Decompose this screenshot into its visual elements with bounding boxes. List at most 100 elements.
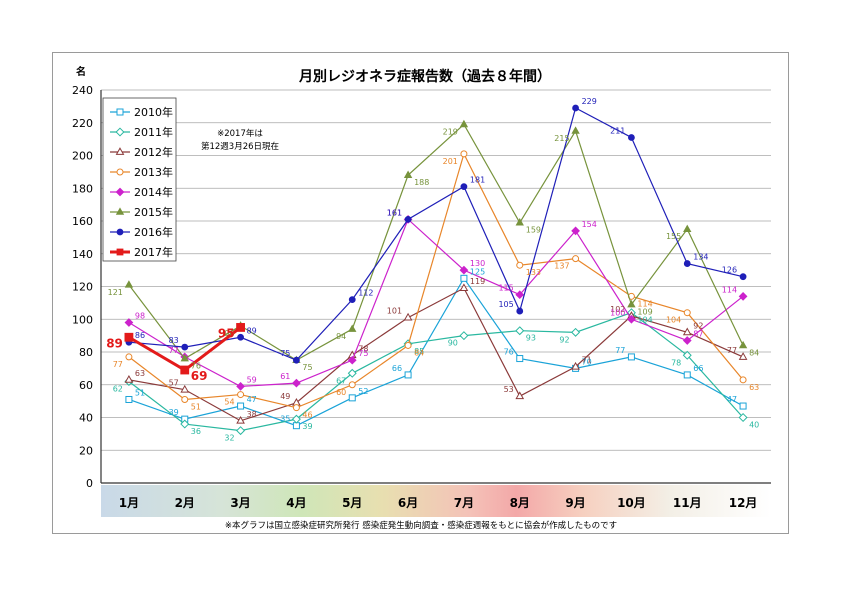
x-axis-tick-labels: 1月 2月 3月 4月 5月 6月 7月 8月 9月 10月 11月 12月: [119, 496, 758, 510]
data-label-2011年-8月: 93: [526, 334, 536, 343]
data-label-2012年-3月: 38: [247, 410, 257, 419]
legend-box: [102, 97, 177, 262]
point-2013年-8月: [516, 261, 524, 269]
data-label-2014年-7月: 130: [470, 259, 485, 268]
point-2016年-8月: [516, 307, 524, 315]
y-tick-80: 80: [79, 346, 93, 359]
data-label-2016年-11月: 134: [693, 253, 708, 262]
data-label-2012年-6月: 101: [387, 307, 402, 316]
data-label-2012年-12月: 77: [727, 346, 737, 355]
point-2012年-8月: [515, 391, 525, 400]
point-2015年-11月: [683, 224, 692, 232]
data-label-2014年-3月: 59: [247, 375, 257, 384]
point-2014年-5月: [347, 355, 357, 365]
point-2016年-12月: [739, 273, 747, 281]
y-tick-100: 100: [72, 313, 93, 326]
point-2015年-9月: [571, 126, 580, 134]
x-tick-5: 5月: [342, 496, 362, 510]
legend-marker-2011年: [115, 127, 125, 137]
legend-label-2014年: 2014年: [134, 185, 173, 199]
x-tick-11: 11月: [673, 496, 702, 510]
point-2013年-2月: [181, 395, 189, 403]
data-label-2016年-10月: 211: [610, 126, 625, 135]
chart-svg: 月別レジオネラ症報告数（過去８年間） 名 0 20 40 60 80 100 120 140 1…: [72, 65, 771, 531]
data-label-2015年-1月: 121: [108, 288, 123, 297]
y-tick-200: 200: [72, 150, 93, 163]
data-label-2015年-10月: 109: [637, 308, 652, 317]
data-label-2017年-1月: 89: [106, 336, 123, 350]
point-2015年-8月: [515, 218, 524, 226]
point-2010年-7月: [460, 274, 468, 282]
point-2014年-12月: [738, 291, 748, 301]
point-2010年-11月: [683, 371, 691, 379]
chart-frame: 月別レジオネラ症報告数（過去８年間） 名 0 20 40 60 80 100 120 140 1…: [52, 52, 789, 534]
point-2013年-11月: [683, 309, 691, 317]
point-2011年-3月: [236, 426, 246, 436]
data-label-2015年-4月: 75: [302, 363, 312, 372]
data-label-2012年-10月: 102: [610, 305, 625, 314]
y-tick-20: 20: [79, 444, 93, 457]
data-label-2010年-12月: 47: [727, 395, 737, 404]
series-2015年: [124, 119, 748, 363]
data-label-2011年-11月: 78: [671, 358, 681, 367]
data-label-2011年-3月: 32: [224, 434, 234, 443]
month-band: [101, 485, 771, 517]
series-layer: [124, 104, 748, 436]
y-tick-180: 180: [72, 182, 93, 195]
data-label-2013年-5月: 60: [336, 388, 346, 397]
point-2016年-11月: [683, 260, 691, 267]
chart-note-line-1: ※2017年は: [217, 128, 263, 139]
data-label-2010年-6月: 66: [392, 364, 402, 373]
point-2012年-12月: [738, 352, 748, 360]
series-line-2014年: [128, 218, 744, 387]
point-2015年-10月: [627, 299, 636, 308]
legend-marker-2010年: [116, 108, 124, 116]
y-tick-0: 0: [86, 477, 93, 490]
data-label-2014年-1月: 98: [135, 312, 145, 321]
data-label-2016年-1月: 86: [135, 331, 145, 340]
data-label-2010年-9月: 70: [582, 357, 592, 366]
point-2011年-7月: [459, 331, 469, 341]
data-label-2015年-8月: 159: [526, 226, 541, 235]
data-label-2016年-4月: 75: [280, 349, 290, 358]
x-tick-7: 7月: [454, 496, 474, 510]
data-label-2014年-11月: 87: [693, 330, 703, 339]
series-2013年: [125, 150, 747, 412]
data-label-2014年-4月: 61: [280, 372, 290, 381]
data-label-2010年-4月: 35: [280, 415, 290, 424]
point-2016年-5月: [348, 296, 356, 304]
legend-label-2015年: 2015年: [134, 205, 173, 219]
y-tick-160: 160: [72, 215, 93, 228]
legend-marker-2017年: [116, 248, 124, 256]
point-2013年-7月: [460, 150, 468, 158]
point-2011年-4月: [291, 414, 301, 424]
legend-label-2016年: 2016年: [134, 225, 173, 239]
x-tick-10: 10月: [617, 496, 646, 510]
data-label-2013年-9月: 137: [554, 262, 569, 271]
point-2012年-2月: [180, 384, 190, 393]
point-2015年-6月: [403, 170, 413, 178]
x-tick-4: 4月: [286, 496, 306, 510]
data-label-2015年-3月: 96: [224, 329, 234, 338]
data-label-2012年-11月: 92: [693, 321, 703, 330]
point-2017年-2月: [180, 365, 190, 375]
point-2011年-9月: [571, 327, 581, 337]
point-2016年-2月: [181, 343, 189, 351]
point-2012年-1月: [124, 375, 134, 383]
point-2015年-2月: [180, 353, 189, 362]
data-label-2011年-5月: 67: [336, 376, 346, 385]
data-label-2010年-2月: 39: [169, 408, 179, 417]
point-2012年-9月: [571, 361, 580, 370]
data-label-2013年-7月: 201: [443, 157, 458, 166]
legend-label-2012年: 2012年: [134, 145, 173, 159]
data-label-2016年-5月: 112: [358, 289, 373, 298]
point-2011年-5月: [347, 368, 357, 378]
point-2012年-3月: [236, 415, 245, 424]
point-2011年-11月: [682, 350, 692, 360]
data-label-2011年-10月: 104: [637, 316, 652, 325]
series-line-2010年: [128, 277, 744, 427]
legend-label-2010年: 2010年: [134, 105, 173, 119]
point-2013年-5月: [348, 381, 356, 389]
data-label-2015年-11月: 155: [666, 232, 681, 241]
data-label-2013年-2月: 51: [191, 402, 201, 411]
